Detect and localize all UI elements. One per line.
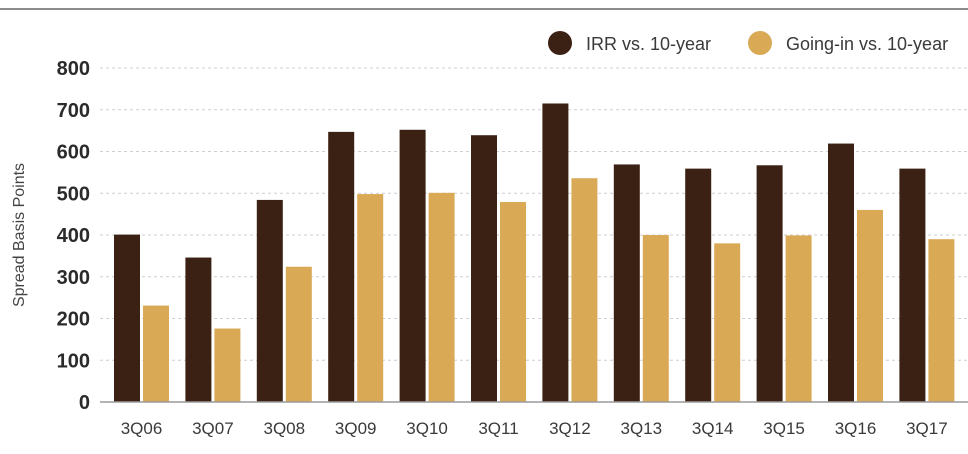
bar-irr	[756, 165, 783, 402]
bar-going-in	[357, 194, 384, 402]
x-tick-label: 3Q11	[478, 419, 518, 438]
bar-going-in	[143, 305, 169, 402]
bar-going-in	[714, 243, 741, 402]
bar-going-in	[857, 209, 883, 402]
bar-going-in	[214, 328, 241, 402]
y-tick-labels: 0 100 200 300 400 500 600 700 800	[57, 58, 90, 414]
x-tick-label: 3Q14	[692, 419, 734, 438]
y-tick-label: 200	[57, 309, 90, 331]
y-tick-label: 800	[57, 58, 90, 80]
y-tick-label: 400	[57, 225, 90, 247]
bar-going-in	[928, 239, 955, 402]
bar-irr	[328, 131, 355, 402]
x-tick-label: 3Q10	[406, 419, 448, 438]
y-tick-label: 300	[57, 267, 90, 289]
x-tick-label: 3Q13	[621, 419, 663, 438]
bar-irr	[114, 234, 140, 402]
x-tick-label: 3Q09	[335, 419, 377, 438]
bar-going-in	[285, 266, 312, 402]
bars	[114, 103, 955, 403]
y-axis-label: Spread Basis Points	[11, 163, 28, 307]
legend: IRR vs. 10-year Going-in vs. 10-year	[548, 31, 948, 55]
x-tick-label: 3Q08	[264, 419, 306, 438]
bar-irr	[542, 103, 569, 403]
bar-going-in	[571, 178, 598, 402]
legend-label: IRR vs. 10-year	[586, 34, 711, 54]
bar-irr	[613, 164, 640, 402]
bar-irr	[828, 143, 854, 402]
bar-irr	[899, 168, 926, 402]
x-tick-label: 3Q12	[549, 419, 591, 438]
bar-going-in	[500, 202, 526, 402]
y-tick-label: 600	[57, 142, 90, 164]
bar-irr	[185, 257, 212, 402]
bar-irr	[399, 129, 426, 403]
x-tick-labels: 3Q06 3Q07 3Q08 3Q09 3Q10 3Q11 3Q12 3Q13 3Q14 3Q15…	[121, 419, 948, 438]
legend-label: Going-in vs. 10-year	[786, 34, 948, 54]
bar-going-in	[642, 235, 669, 402]
x-tick-label: 3Q17	[906, 419, 948, 438]
bar-going-in	[428, 192, 455, 402]
x-tick-label: 3Q07	[192, 419, 234, 438]
gridlines	[100, 67, 968, 361]
y-tick-label: 500	[57, 183, 90, 205]
x-tick-label: 3Q15	[763, 419, 805, 438]
y-tick-label: 100	[57, 350, 90, 372]
legend-swatch	[548, 31, 572, 55]
bar-going-in	[785, 235, 812, 402]
x-tick-label: 3Q06	[121, 419, 163, 438]
y-tick-label: 0	[79, 392, 90, 414]
bar-irr	[685, 168, 712, 402]
legend-swatch	[748, 31, 772, 55]
bar-irr	[256, 199, 283, 402]
bar-irr	[471, 135, 497, 402]
x-tick-label: 3Q16	[835, 419, 877, 438]
y-tick-label: 700	[57, 100, 90, 122]
